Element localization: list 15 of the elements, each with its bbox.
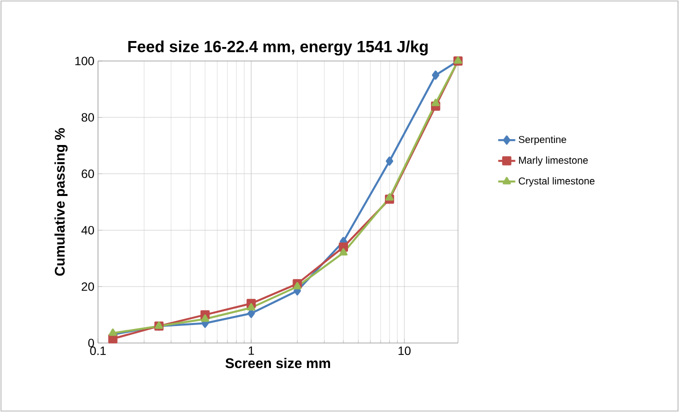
y-tick-label: 40 [81,226,94,234]
x-tick-label: 10 [398,346,411,356]
legend-label: Marly limestone [519,156,588,166]
y-tick-label: 60 [82,170,94,178]
y-axis-title: Cumulative passing % [54,128,68,276]
x-axis-title: Screen size mm [225,358,330,368]
y-tick-label: 80 [82,113,94,122]
y-tick-label: 20 [82,282,94,291]
y-tick-label: 0 [88,338,94,348]
x-tick-label: 1 [248,346,254,355]
y-tick-label: 100 [75,56,94,66]
x-tick-label: 0.1 [90,346,106,356]
chart-title: Feed size 16-22.4 mm, energy 1541 J/kg [128,40,428,56]
legend-label: Serpentine [518,136,566,146]
legend-label: Crystal limestone [518,177,595,187]
